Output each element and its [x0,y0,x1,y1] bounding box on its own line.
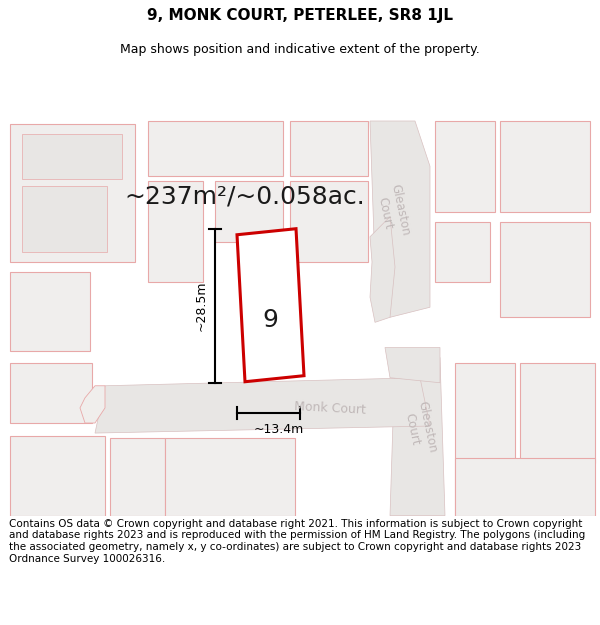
Text: Contains OS data © Crown copyright and database right 2021. This information is : Contains OS data © Crown copyright and d… [9,519,585,564]
Bar [455,458,595,516]
Bar [110,438,165,516]
Bar [290,121,368,176]
Bar [10,362,92,423]
Text: ~13.4m: ~13.4m [253,422,304,436]
Polygon shape [237,229,304,382]
Text: 9: 9 [263,308,278,332]
Polygon shape [95,378,430,433]
Bar [22,134,122,179]
Bar [435,222,490,282]
Bar [500,121,590,212]
Text: Gleaston
Court: Gleaston Court [374,183,412,240]
Bar [520,362,595,463]
Text: Monk Court: Monk Court [294,399,366,416]
Text: 9, MONK COURT, PETERLEE, SR8 1JL: 9, MONK COURT, PETERLEE, SR8 1JL [147,8,453,23]
Text: ~237m²/~0.058ac.: ~237m²/~0.058ac. [125,184,365,209]
Text: Gleaston
Court: Gleaston Court [401,399,439,457]
Polygon shape [80,386,105,423]
Text: ~28.5m: ~28.5m [194,281,208,331]
Polygon shape [385,348,440,382]
Bar [435,121,495,212]
Polygon shape [370,121,430,318]
Polygon shape [390,357,445,516]
Bar [500,222,590,318]
Bar [10,436,105,516]
Bar [290,181,368,262]
Polygon shape [370,217,395,322]
Bar [22,186,107,252]
Bar [455,362,515,516]
Bar [148,181,203,282]
Bar [215,181,283,242]
Bar [148,121,283,176]
Bar [165,438,295,516]
Bar [10,124,135,262]
Bar [10,272,90,351]
Text: Map shows position and indicative extent of the property.: Map shows position and indicative extent… [120,44,480,56]
